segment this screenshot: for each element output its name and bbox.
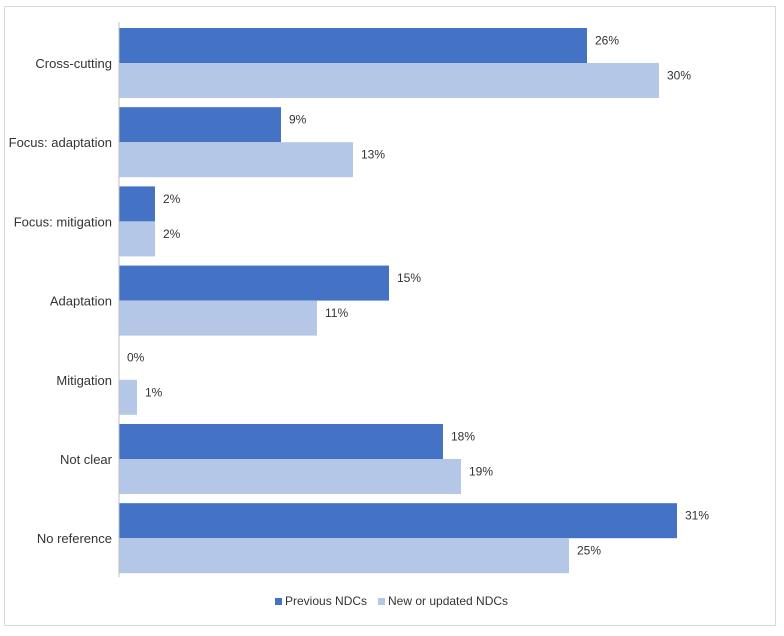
data-label-previous-ndcs-focus-adaptation: 9% <box>289 113 307 127</box>
data-label-previous-ndcs-adaptation: 15% <box>397 271 421 285</box>
legend-swatch-previous <box>275 598 282 605</box>
data-label-new-or-updated-ndcs-adaptation: 11% <box>325 306 348 320</box>
legend-swatch-new <box>378 598 385 605</box>
bar-previous-ndcs-not-clear <box>119 424 443 459</box>
legend: Previous NDCs New or updated NDCs <box>275 594 508 608</box>
category-label-no-reference: No reference <box>37 531 112 546</box>
data-label-new-or-updated-ndcs-focus-mitigation: 2% <box>163 227 181 241</box>
category-label-not-clear: Not clear <box>60 452 113 467</box>
data-label-new-or-updated-ndcs-cross-cutting: 30% <box>667 69 691 83</box>
data-label-previous-ndcs-cross-cutting: 26% <box>595 34 619 48</box>
data-label-previous-ndcs-focus-mitigation: 2% <box>163 192 181 206</box>
data-label-new-or-updated-ndcs-focus-adaptation: 13% <box>361 148 385 162</box>
category-label-adaptation: Adaptation <box>50 294 112 309</box>
bar-previous-ndcs-focus-adaptation <box>119 107 281 143</box>
labels-layer: Cross-cutting 26% 30% Focus: adaptation 9% 13… <box>9 34 710 558</box>
category-label-focus-mitigation: Focus: mitigation <box>14 214 112 229</box>
category-label-cross-cutting: Cross-cutting <box>35 56 112 71</box>
bar-new-or-updated-ndcs-mitigation <box>119 379 137 415</box>
category-label-mitigation: Mitigation <box>56 373 112 388</box>
bar-new-or-updated-ndcs-no-reference <box>119 538 569 574</box>
data-label-previous-ndcs-not-clear: 18% <box>451 430 475 444</box>
bar-previous-ndcs-focus-mitigation <box>119 186 155 222</box>
category-label-focus-adaptation: Focus: adaptation <box>9 135 112 150</box>
data-label-previous-ndcs-mitigation: 0% <box>127 350 145 364</box>
bar-previous-ndcs-cross-cutting <box>119 28 587 63</box>
bar-previous-ndcs-no-reference <box>119 503 677 539</box>
data-label-new-or-updated-ndcs-mitigation: 1% <box>145 385 163 399</box>
bar-new-or-updated-ndcs-focus-adaptation <box>119 142 353 178</box>
bars-layer <box>119 28 677 574</box>
bar-new-or-updated-ndcs-not-clear <box>119 459 461 494</box>
legend-label-previous: Previous NDCs <box>285 594 367 608</box>
data-label-new-or-updated-ndcs-no-reference: 25% <box>577 544 601 558</box>
data-label-new-or-updated-ndcs-not-clear: 19% <box>469 465 493 479</box>
bar-new-or-updated-ndcs-focus-mitigation <box>119 221 155 257</box>
bar-previous-ndcs-adaptation <box>119 265 389 301</box>
bar-new-or-updated-ndcs-cross-cutting <box>119 63 659 98</box>
data-label-previous-ndcs-no-reference: 31% <box>685 509 709 523</box>
bar-new-or-updated-ndcs-adaptation <box>119 300 317 336</box>
legend-label-new: New or updated NDCs <box>388 594 508 608</box>
